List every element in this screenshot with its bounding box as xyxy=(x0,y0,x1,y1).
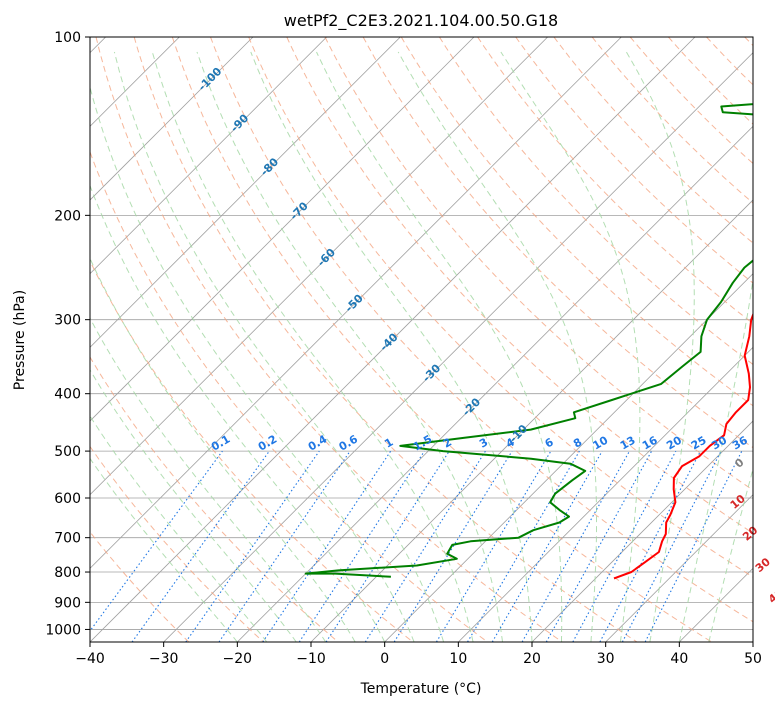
mixing-ratio-line xyxy=(545,450,653,642)
moist-adiabat-line xyxy=(196,51,503,642)
y-tick-label: 100 xyxy=(54,30,81,46)
moist-adiabat-line xyxy=(151,51,474,642)
moist-adiabat-line xyxy=(250,51,533,642)
dry-adiabat-line xyxy=(95,37,563,642)
dry-adiabat-line xyxy=(90,445,264,642)
series-layer xyxy=(304,103,753,580)
mixing-ratio-line xyxy=(572,450,677,642)
moist-adiabat-line xyxy=(90,457,238,642)
isotherm-line xyxy=(90,37,696,642)
isotherm-line xyxy=(90,37,475,422)
y-tick-label: 800 xyxy=(54,565,81,581)
moist-adiabat-line xyxy=(708,467,753,642)
isotherm-line xyxy=(605,494,753,642)
y-tick-label: 500 xyxy=(54,444,81,460)
mixing-ratio-line xyxy=(393,450,513,642)
y-tick-label: 1000 xyxy=(45,622,81,638)
plot-frame xyxy=(89,36,754,643)
isotherm-line xyxy=(90,37,401,348)
mixing-ratio-line xyxy=(218,450,351,642)
dry-adiabat-line xyxy=(362,37,753,449)
y-tick-label: 600 xyxy=(54,491,81,507)
mixing-ratio-line xyxy=(521,450,630,642)
x-tick-label: −30 xyxy=(149,651,179,667)
mixing-ratio-line xyxy=(364,450,486,642)
isotherm-line xyxy=(90,37,327,275)
dry-adiabat-line xyxy=(438,37,753,366)
dewpoint-profile-line xyxy=(304,103,753,578)
x-tick-label: 0 xyxy=(380,651,389,667)
dry-adiabat-line xyxy=(248,37,753,578)
moist-adiabat-line xyxy=(90,257,356,642)
mixing-ratio-line xyxy=(491,450,603,642)
moist-adiabat-line xyxy=(625,51,695,642)
moist-adiabat-label: 40 xyxy=(766,586,775,606)
temperature-profile-line xyxy=(613,312,753,580)
dry-adiabat-line xyxy=(553,37,753,244)
dry-adiabat-line xyxy=(90,150,488,642)
x-axis-label: Temperature (°C) xyxy=(360,681,482,697)
x-tick-label: 30 xyxy=(597,651,615,667)
y-axis-label: Pressure (hPa) xyxy=(12,290,28,390)
dry-adiabat-line xyxy=(210,37,753,623)
moist-adiabat-line xyxy=(90,184,386,642)
y-tick-label: 200 xyxy=(54,208,81,224)
dry-adiabat-line xyxy=(171,37,712,642)
isotherm-line xyxy=(163,52,753,642)
mixing-ratio-line xyxy=(467,450,580,642)
moist-adiabat-line xyxy=(678,52,753,642)
plot-area xyxy=(90,37,753,642)
x-tick-label: 50 xyxy=(744,651,762,667)
y-tick-label: 400 xyxy=(54,387,81,403)
chart-title: wetPf2_C2E3.2021.104.00.50.G18 xyxy=(284,11,558,31)
moist-adiabat-line xyxy=(397,51,597,642)
moist-adiabat-line xyxy=(316,51,563,642)
moist-adiabat-line xyxy=(90,85,415,642)
moist-adiabat-line xyxy=(113,51,445,642)
moist-adiabat-line xyxy=(500,51,641,642)
axes-ticks: −40 −30 −20 −10 0 10 20 30 40 50 100 200 300 400 500 60… xyxy=(45,30,762,667)
y-tick-label: 300 xyxy=(54,313,81,329)
x-tick-label: 40 xyxy=(670,651,688,667)
mixing-ratio-line xyxy=(325,450,450,642)
x-tick-label: −20 xyxy=(223,651,253,667)
dry-adiabat-line xyxy=(591,37,753,204)
moist-adiabat-line xyxy=(90,369,297,642)
dry-adiabat-line xyxy=(286,37,753,534)
x-tick-label: −40 xyxy=(75,651,105,667)
y-tick-label: 900 xyxy=(54,595,81,611)
dry-adiabat-line xyxy=(324,37,753,491)
dry-adiabat-line xyxy=(400,37,753,407)
isotherm-line xyxy=(90,37,254,201)
isotherm-line xyxy=(90,37,548,496)
moist-adiabat-line xyxy=(90,317,327,642)
isotherm-line xyxy=(90,37,622,569)
x-tick-label: −10 xyxy=(296,651,326,667)
moist-adiabat-line xyxy=(90,415,268,642)
dry-adiabat-line xyxy=(90,356,339,642)
mixing-ratio-line xyxy=(185,450,320,642)
dry-adiabat-line xyxy=(133,37,638,642)
isotherm-line xyxy=(237,125,753,642)
y-tick-label: 700 xyxy=(54,531,81,547)
x-tick-label: 10 xyxy=(449,651,467,667)
mixing-ratio-line xyxy=(435,450,552,642)
x-tick-label: 20 xyxy=(523,651,541,667)
